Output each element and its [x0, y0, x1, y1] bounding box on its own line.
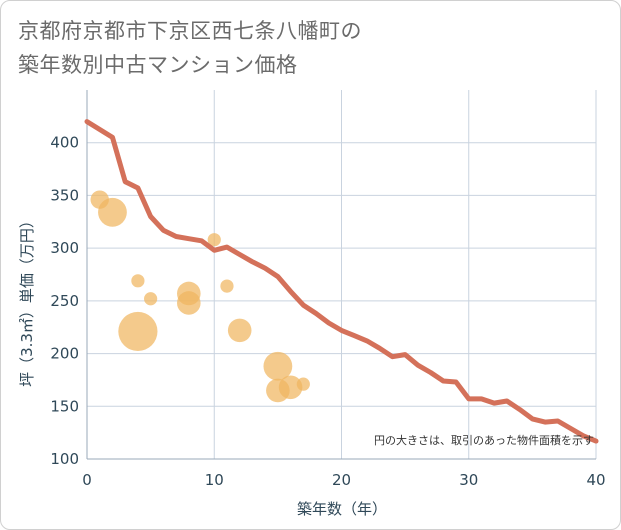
bubble-point — [207, 233, 221, 247]
y-tick-label: 350 — [50, 186, 79, 204]
bubble-point — [296, 377, 310, 391]
price-trend-line — [84, 119, 599, 444]
bubble-point — [98, 197, 127, 227]
y-tick-label: 250 — [50, 292, 79, 310]
chart-title: 京都府京都市下京区西七条八幡町の 築年数別中古マンション価格 — [18, 14, 598, 82]
x-tick-label: 40 — [586, 471, 605, 489]
y-axis-label: 坪（3.3㎡）単価（万円） — [18, 213, 36, 387]
bubble-size-note: 円の大きさは、取引のあった物件面積を示す — [374, 433, 594, 447]
y-tick-label: 100 — [50, 450, 79, 468]
grid — [86, 90, 597, 460]
bubble-point — [118, 311, 158, 352]
bubble-point — [227, 318, 252, 343]
tick-layer: 0 10 20 30 40 100 150 200 250 300 350 400 — [50, 134, 605, 489]
x-axis-label: 築年数（年） — [297, 500, 387, 518]
y-tick-label: 150 — [50, 397, 79, 415]
bubble-point — [144, 292, 158, 306]
x-tick-label: 30 — [459, 471, 478, 489]
bubble-point — [220, 279, 234, 293]
x-tick-label: 0 — [82, 471, 92, 489]
bubble-point — [263, 351, 293, 381]
bubble-point — [131, 274, 145, 288]
bubble-layer — [90, 190, 310, 403]
bubble-point — [278, 375, 303, 400]
y-tick-label: 300 — [50, 239, 79, 257]
y-tick-label: 400 — [50, 134, 79, 152]
x-tick-label: 10 — [205, 471, 224, 489]
y-tick-label: 200 — [50, 345, 79, 363]
line-layer — [84, 119, 599, 444]
chart-title-line1: 京都府京都市下京区西七条八幡町の — [18, 19, 362, 43]
chart-title-line2: 築年数別中古マンション価格 — [18, 53, 298, 77]
bubble-point — [177, 291, 201, 315]
x-tick-label: 20 — [332, 471, 351, 489]
